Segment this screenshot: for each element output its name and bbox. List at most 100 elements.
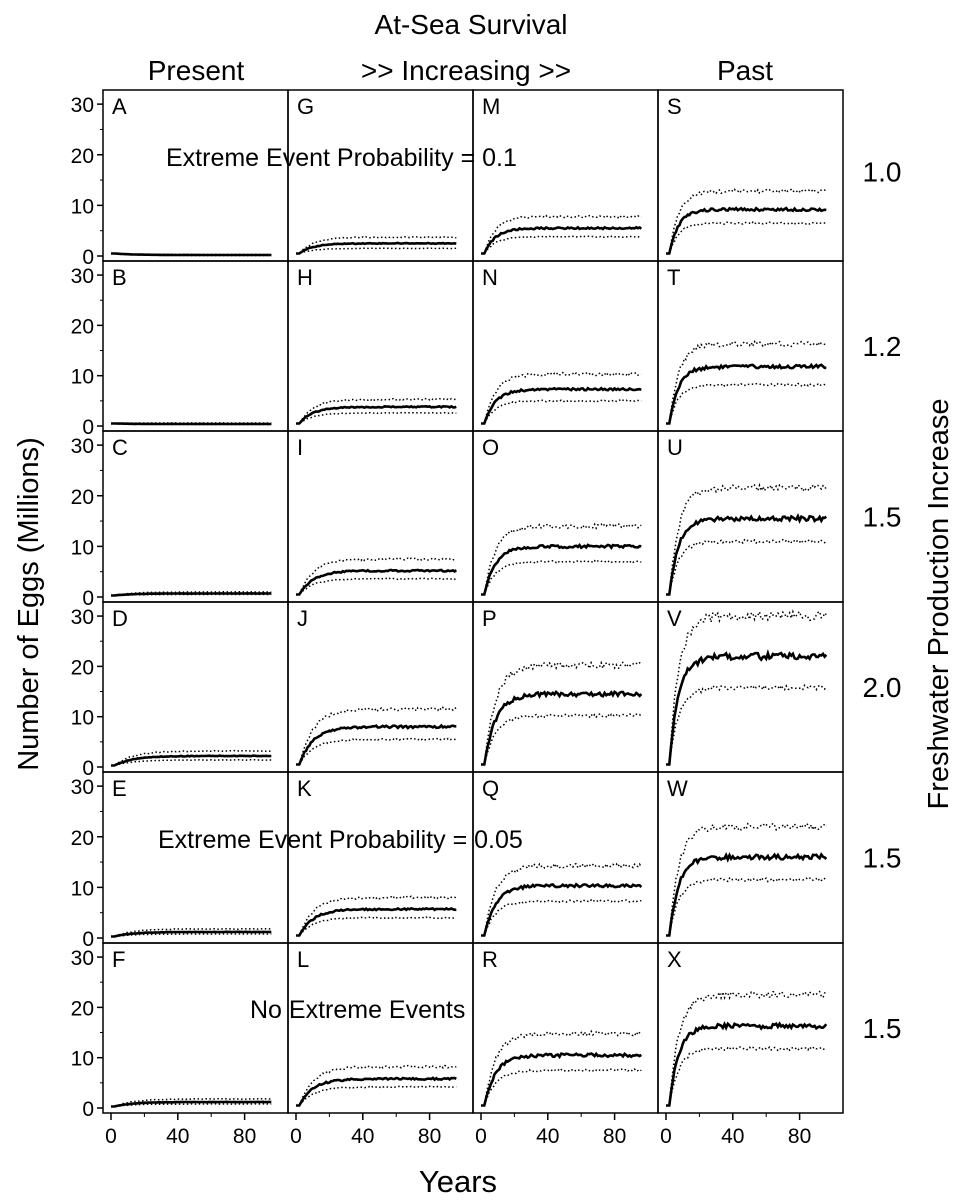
panel-T: T — [666, 265, 827, 425]
panel-Q: Q — [481, 776, 643, 937]
panel-N: N — [481, 265, 642, 425]
panel-M: M — [481, 94, 643, 255]
series-lower — [296, 247, 457, 255]
y-tick-label: 10 — [71, 195, 94, 218]
series-median — [666, 852, 828, 937]
series-lower — [481, 712, 642, 766]
panel-X: X — [666, 947, 828, 1107]
series-median — [481, 690, 643, 766]
series-lower — [666, 1045, 827, 1107]
series-lower — [666, 538, 827, 596]
series-upper — [111, 591, 272, 597]
annotation: Extreme Event Probability = 0.05 — [158, 826, 523, 854]
series-median — [666, 362, 827, 425]
series-lower — [481, 898, 642, 937]
y-tick-label: 0 — [82, 246, 94, 269]
panel-C: C — [111, 435, 272, 597]
y-tick-label: 10 — [71, 536, 94, 559]
panel-frame-5-0 — [102, 942, 289, 1114]
column-header-increasing: >> Increasing >> — [361, 55, 571, 86]
y-axis-label: Number of Eggs (Millions) — [13, 437, 45, 771]
series-upper — [296, 1064, 457, 1107]
panel-F: F — [111, 947, 272, 1108]
panel-label: O — [482, 435, 499, 460]
y-tick-label: 20 — [71, 315, 94, 338]
series-lower — [481, 1068, 642, 1107]
series-median — [111, 252, 272, 257]
y-tick-label: 10 — [71, 877, 94, 900]
series-upper — [296, 397, 457, 425]
panel-label: T — [667, 265, 680, 290]
panel-frame-0-0 — [102, 89, 289, 262]
y-tick-label: 20 — [71, 827, 94, 850]
series-upper — [481, 660, 642, 766]
series-lower — [481, 559, 642, 596]
series-lower — [481, 235, 642, 255]
panel-frame-2-0 — [102, 430, 289, 603]
panel-W: W — [666, 776, 828, 937]
panel-E: E — [111, 776, 272, 938]
series-lower — [666, 221, 827, 255]
series-lower — [111, 759, 272, 767]
series-lower — [666, 382, 827, 425]
series-lower — [481, 399, 642, 425]
panel-label: E — [112, 776, 127, 801]
x-tick-label: 80 — [418, 1125, 441, 1148]
panel-L: L — [296, 947, 457, 1107]
x-tick-label: 80 — [603, 1125, 626, 1148]
panel-label: G — [297, 94, 314, 119]
panel-label: P — [482, 606, 497, 631]
x-tick-label: 40 — [721, 1125, 744, 1148]
panel-G: G — [296, 94, 457, 255]
series-lower — [666, 876, 827, 937]
panel-frame-0-3 — [657, 89, 844, 262]
right-axis-label: Freshwater Production Increase — [923, 398, 955, 809]
series-lower — [296, 737, 457, 766]
panel-label: M — [482, 94, 500, 119]
series-lower — [111, 933, 272, 938]
column-header-present: Present — [148, 55, 245, 86]
panel-frame-4-0 — [102, 771, 289, 944]
series-upper — [481, 1029, 642, 1107]
panel-P: P — [481, 606, 643, 766]
panel-frame-2-2 — [472, 430, 659, 603]
panel-H: H — [296, 265, 457, 425]
series-median — [111, 422, 272, 426]
series-upper — [481, 861, 642, 937]
x-tick-label: 0 — [105, 1125, 117, 1148]
annotations: Extreme Event Probability = 0.1 Extreme E… — [158, 144, 523, 1024]
panel-S: S — [666, 94, 827, 255]
row-value: 1.2 — [863, 331, 902, 362]
series-upper — [666, 482, 827, 596]
series-upper — [481, 214, 642, 255]
panel-label: W — [667, 776, 688, 801]
y-tick-label: 30 — [71, 435, 94, 458]
x-tick-label: 80 — [788, 1125, 811, 1148]
series-median — [111, 1100, 272, 1108]
panel-label: F — [112, 947, 125, 972]
series-upper — [666, 609, 827, 766]
series-upper — [666, 989, 827, 1107]
y-tick-label: 30 — [71, 606, 94, 629]
y-tick-label: 30 — [71, 265, 94, 288]
panel-frame-1-0 — [102, 260, 289, 432]
panel-label: C — [112, 435, 128, 460]
x-tick-label: 0 — [475, 1125, 487, 1148]
y-tick-label: 20 — [71, 656, 94, 679]
panel-frame-0-1 — [287, 89, 474, 262]
series-median — [666, 648, 828, 766]
series-median — [111, 930, 272, 938]
series-upper — [481, 371, 642, 425]
y-tick-label: 10 — [71, 707, 94, 730]
panel-frame-3-2 — [472, 601, 659, 773]
series-median — [481, 882, 643, 937]
panel-label: R — [482, 947, 498, 972]
x-tick-label: 40 — [536, 1125, 559, 1148]
y-tick-label: 20 — [71, 145, 94, 168]
series-median — [111, 754, 272, 767]
panel-frame-3-0 — [102, 601, 289, 773]
panel-grid: 0102030010203001020300102030010203001020… — [71, 89, 844, 1148]
series-lower — [296, 916, 457, 937]
row-value: 2.0 — [863, 672, 902, 703]
